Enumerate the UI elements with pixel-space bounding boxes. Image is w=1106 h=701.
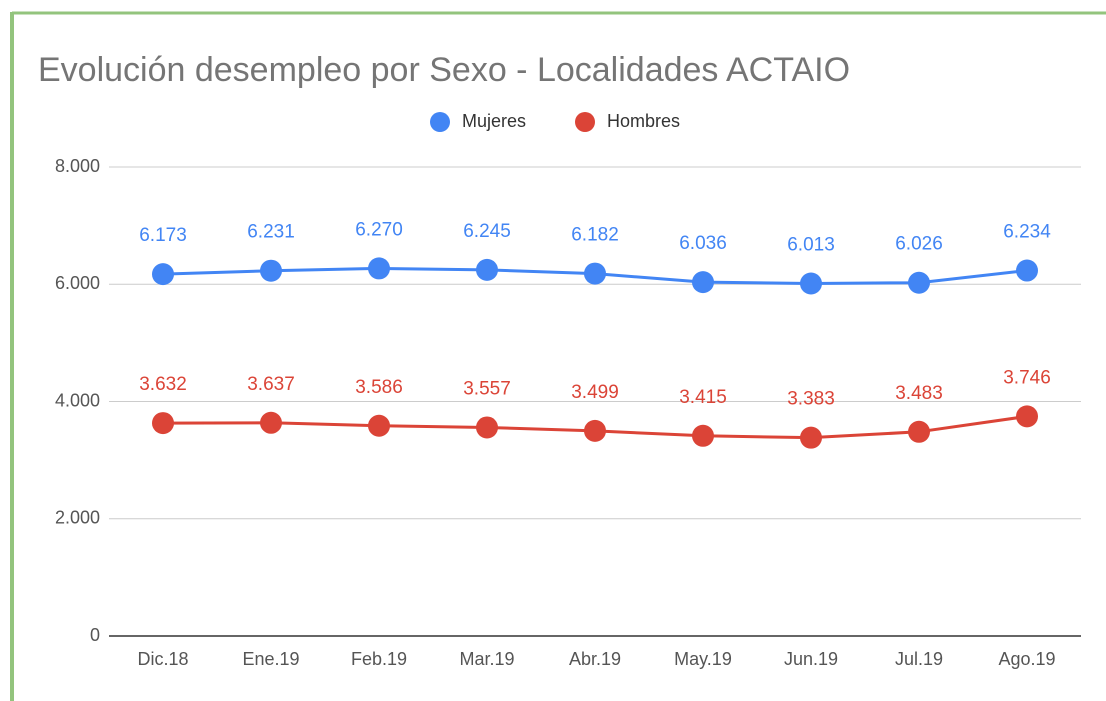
data-point xyxy=(692,271,714,294)
legend-marker xyxy=(575,112,595,132)
y-tick-label: 2.000 xyxy=(55,508,100,528)
data-label: 6.245 xyxy=(463,221,511,242)
data-point xyxy=(476,416,498,439)
data-point xyxy=(1016,259,1038,282)
data-label: 3.557 xyxy=(463,378,511,399)
x-tick-label: Jul.19 xyxy=(895,649,943,669)
data-label: 3.746 xyxy=(1003,367,1051,388)
data-label: 6.026 xyxy=(895,234,943,255)
data-label: 3.483 xyxy=(895,383,943,404)
data-point xyxy=(692,424,714,447)
legend-label: Mujeres xyxy=(462,111,526,131)
data-label: 6.234 xyxy=(1003,222,1051,243)
data-point xyxy=(368,257,390,280)
x-tick-label: Ene.19 xyxy=(242,649,299,669)
data-label: 6.182 xyxy=(571,225,619,246)
data-label: 3.637 xyxy=(247,374,295,395)
data-point xyxy=(152,263,174,286)
x-tick-label: Jun.19 xyxy=(784,649,838,669)
data-label: 6.270 xyxy=(355,219,403,240)
x-tick-label: Abr.19 xyxy=(569,649,621,669)
data-label: 6.231 xyxy=(247,222,295,243)
data-point xyxy=(800,426,822,449)
y-tick-label: 0 xyxy=(90,625,100,645)
data-point xyxy=(908,420,930,443)
x-tick-label: Ago.19 xyxy=(998,649,1055,669)
data-point xyxy=(476,258,498,281)
data-point xyxy=(584,262,606,285)
x-tick-label: Feb.19 xyxy=(351,649,407,669)
legend-label: Hombres xyxy=(607,111,680,131)
y-tick-label: 6.000 xyxy=(55,273,100,293)
data-label: 6.013 xyxy=(787,235,835,256)
data-label: 3.586 xyxy=(355,377,403,398)
data-point xyxy=(800,272,822,295)
data-point xyxy=(152,412,174,435)
data-label: 3.499 xyxy=(571,382,619,403)
data-point xyxy=(260,259,282,282)
y-tick-label: 8.000 xyxy=(55,156,100,176)
y-tick-label: 4.000 xyxy=(55,390,100,410)
data-label: 3.415 xyxy=(679,387,727,408)
chart-title: Evolución desempleo por Sexo - Localidad… xyxy=(38,51,850,89)
x-tick-label: May.19 xyxy=(674,649,732,669)
data-point xyxy=(260,411,282,434)
legend-marker xyxy=(430,112,450,132)
data-point xyxy=(368,414,390,437)
data-point xyxy=(584,419,606,442)
data-label: 6.173 xyxy=(139,225,187,246)
data-label: 3.632 xyxy=(139,374,187,395)
data-point xyxy=(908,271,930,294)
x-tick-label: Dic.18 xyxy=(137,649,188,669)
data-label: 3.383 xyxy=(787,389,835,410)
x-tick-label: Mar.19 xyxy=(459,649,514,669)
data-point xyxy=(1016,405,1038,428)
data-label: 6.036 xyxy=(679,233,727,254)
